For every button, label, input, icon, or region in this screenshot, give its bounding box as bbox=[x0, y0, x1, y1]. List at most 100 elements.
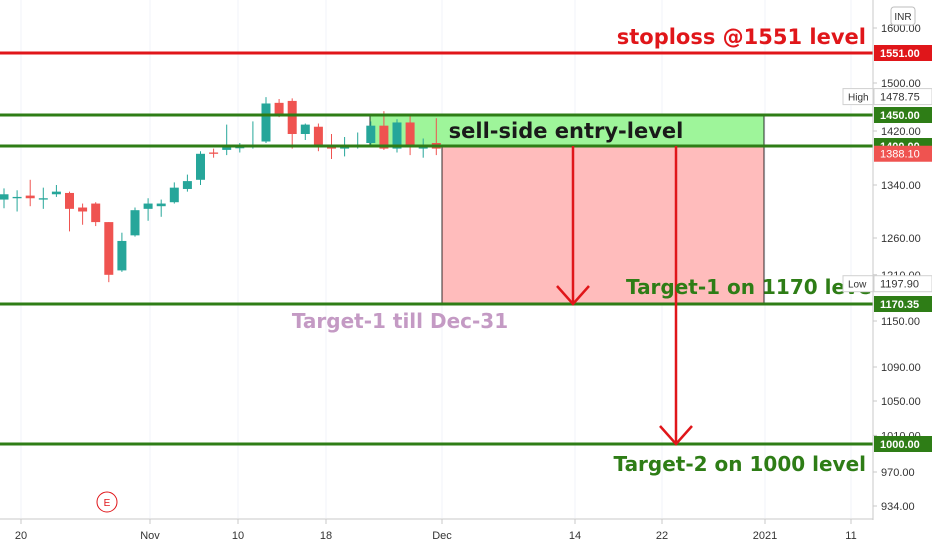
price-marker: Low 1197.90 bbox=[842, 275, 932, 293]
price-marker-box bbox=[873, 275, 932, 293]
candle-body bbox=[51, 191, 61, 195]
price-marker-name-box bbox=[842, 275, 874, 293]
horizontal-levels[interactable] bbox=[0, 51, 873, 446]
price-marker-label: 1388.10 bbox=[880, 149, 920, 161]
candle-body bbox=[340, 147, 350, 149]
level-price-tag-label: 1450.00 bbox=[880, 110, 920, 122]
candle bbox=[300, 123, 310, 140]
candle bbox=[196, 151, 205, 185]
price-marker: 1388.10 bbox=[874, 145, 932, 162]
candle bbox=[143, 198, 153, 221]
level-price-tag-label: 1000.00 bbox=[880, 439, 920, 451]
price-axis-bg bbox=[873, 0, 932, 520]
time-tick-label: 14 bbox=[569, 530, 581, 542]
candle-body bbox=[209, 152, 219, 154]
time-tick-label: 10 bbox=[232, 530, 244, 542]
price-marker-box bbox=[873, 88, 932, 106]
target-zone bbox=[441, 145, 765, 305]
level-price-tag: 1551.00 bbox=[874, 45, 932, 61]
candle-body bbox=[235, 147, 245, 149]
candle-body bbox=[222, 147, 232, 150]
stoploss-label: stoploss @1551 level bbox=[617, 25, 866, 49]
target2-label: Target-2 on 1000 level bbox=[614, 452, 867, 476]
event-marker-label: E bbox=[104, 498, 111, 509]
candle bbox=[366, 121, 376, 148]
candle bbox=[51, 185, 61, 197]
candle bbox=[392, 119, 402, 153]
price-marker-name: High bbox=[848, 93, 869, 104]
price-axis[interactable]: 1600.001500.001420.001340.001260.001210.… bbox=[842, 0, 932, 520]
candle-body bbox=[313, 126, 323, 146]
price-tick-label: 1420.00 bbox=[881, 126, 921, 138]
candle bbox=[65, 191, 74, 232]
candle bbox=[156, 199, 166, 217]
price-tick-label: 1050.00 bbox=[881, 396, 921, 408]
price-marker-label: 1478.75 bbox=[880, 92, 920, 104]
candlesticks bbox=[0, 97, 441, 283]
candle bbox=[287, 98, 297, 149]
entry-zone bbox=[369, 114, 765, 147]
candle-body bbox=[379, 125, 389, 149]
candle bbox=[209, 148, 219, 158]
candle bbox=[235, 143, 245, 153]
candle bbox=[0, 188, 9, 209]
candle-body bbox=[156, 203, 166, 207]
candle-body bbox=[143, 203, 153, 209]
candle-body bbox=[196, 153, 205, 180]
candle bbox=[182, 174, 192, 192]
candle-body bbox=[91, 203, 101, 223]
price-tick-label: 934.00 bbox=[881, 501, 915, 513]
candle bbox=[405, 116, 415, 156]
currency-badge-box[interactable] bbox=[890, 6, 916, 26]
level-price-tag-box bbox=[874, 296, 932, 312]
candle-body bbox=[104, 222, 114, 275]
candle-body bbox=[130, 210, 140, 236]
time-axis[interactable]: 20 Nov 10 18 Dec 14 22 2021 11 bbox=[0, 518, 873, 542]
candle-body bbox=[65, 192, 74, 209]
price-marker: High 1478.75 bbox=[842, 88, 932, 106]
candle bbox=[130, 207, 140, 237]
price-tick-label: 970.00 bbox=[881, 467, 915, 479]
candle-body bbox=[300, 124, 310, 134]
candle-body bbox=[287, 100, 297, 134]
candle-body bbox=[78, 207, 88, 212]
candle-body bbox=[38, 198, 48, 200]
currency-badge[interactable]: INR bbox=[890, 6, 916, 26]
time-tick-label: Nov bbox=[140, 530, 160, 542]
annotations: stoploss @1551 level sell-side entry-lev… bbox=[292, 25, 879, 476]
time-tick-label: 22 bbox=[656, 530, 668, 542]
event-marker-circle[interactable] bbox=[96, 491, 118, 513]
candle-body bbox=[12, 196, 22, 199]
zones bbox=[369, 114, 765, 305]
candle-body bbox=[0, 194, 9, 200]
event-marker[interactable]: E bbox=[96, 491, 118, 513]
candle-body bbox=[274, 102, 284, 114]
candle-body bbox=[182, 181, 192, 189]
level-price-tag: 1170.35 bbox=[874, 296, 932, 312]
candle bbox=[379, 111, 389, 150]
candle bbox=[222, 124, 232, 156]
price-marker-name-box bbox=[842, 88, 874, 106]
candle bbox=[261, 97, 271, 143]
target1-note: Target-1 till Dec-31 bbox=[292, 309, 508, 333]
candle-body bbox=[392, 122, 402, 149]
candle-body bbox=[261, 103, 271, 142]
currency-label: INR bbox=[894, 12, 911, 23]
candle-body bbox=[169, 187, 179, 203]
level-price-tag-box bbox=[874, 436, 932, 452]
target-arrow bbox=[556, 146, 590, 306]
candle bbox=[25, 179, 35, 207]
price-tick-label: 1500.00 bbox=[881, 78, 921, 90]
candle bbox=[169, 182, 179, 204]
candle bbox=[117, 232, 127, 272]
level-price-tag-label: 1551.00 bbox=[880, 48, 920, 60]
price-marker-name: Low bbox=[848, 280, 867, 291]
target-arrow bbox=[659, 146, 693, 446]
price-tick-label: 1260.00 bbox=[881, 233, 921, 245]
candle-body bbox=[366, 125, 376, 143]
price-tick-label: 1090.00 bbox=[881, 362, 921, 374]
candle bbox=[104, 222, 114, 283]
candle bbox=[78, 203, 88, 225]
entry-label: sell-side entry-level bbox=[449, 119, 684, 143]
